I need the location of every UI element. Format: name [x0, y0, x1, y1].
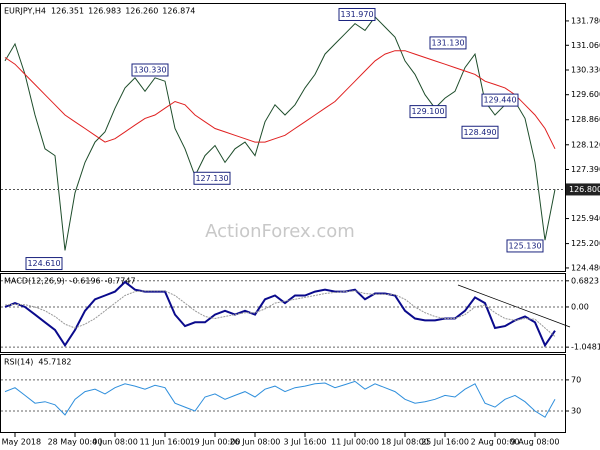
- ohlc-value: 126.260: [125, 7, 158, 16]
- rsi-panel: [0, 354, 566, 433]
- macd-panel: [0, 273, 566, 353]
- current-price-label: 126.800: [569, 185, 600, 194]
- annotation-label: 124.610: [27, 259, 60, 268]
- series-line: [4, 50, 556, 150]
- y-tick-label: -1.0481: [571, 343, 600, 352]
- annotation-box: [461, 125, 499, 139]
- series-line: [4, 280, 556, 348]
- y-tick-label: 131.060: [571, 41, 600, 50]
- annotation-box: [481, 93, 519, 107]
- y-tick-label: 130.330: [571, 65, 600, 74]
- ohlc-value: 126.983: [88, 7, 121, 16]
- x-tick-label: 19 Jun 00:00: [190, 438, 241, 447]
- y-tick-label: 0.6823: [571, 276, 599, 285]
- current-price-box: [566, 183, 600, 196]
- annotation-box: [25, 257, 63, 271]
- panel-title: RSI(14): [4, 358, 33, 367]
- annotation-label: 128.490: [463, 128, 496, 137]
- y-tick-label: 124.480: [571, 263, 600, 272]
- watermark: ActionForex.com: [205, 221, 355, 242]
- x-tick-label: 26 Jun 08:00: [230, 438, 281, 447]
- x-tick-label: 18 May 2018: [0, 438, 41, 447]
- indicator-reading: 45.7182: [38, 358, 71, 367]
- series-line: [4, 16, 556, 251]
- y-tick-label: 131.780: [571, 16, 600, 25]
- x-tick-label: 11 Jul 00:00: [331, 438, 379, 447]
- annotation-label: 131.130: [431, 38, 464, 47]
- annotation-label: 130.330: [133, 65, 166, 74]
- y-tick-label: 128.860: [571, 115, 600, 124]
- y-tick-label: 128.120: [571, 140, 600, 149]
- y-tick-label: 70: [571, 375, 581, 384]
- x-tick-label: 11 Jun 16:00: [140, 438, 191, 447]
- annotation-label: 129.100: [411, 107, 444, 116]
- x-tick-label: 4 Jun 08:00: [92, 438, 138, 447]
- annotation-box: [506, 239, 544, 253]
- y-tick-label: 125.940: [571, 214, 600, 223]
- panel-title: MACD(12,26,9): [4, 277, 65, 286]
- annotation-box: [193, 171, 231, 185]
- ohlc-value: 126.874: [162, 7, 195, 16]
- y-tick-label: 30: [571, 407, 581, 416]
- annotation-label: 131.970: [340, 10, 373, 19]
- annotation-box: [131, 63, 169, 77]
- x-tick-label: 9 Aug 08:00: [511, 438, 560, 447]
- annotation-box: [409, 105, 447, 119]
- annotation-label: 125.130: [508, 241, 541, 250]
- panel-title: EURJPY,H4: [4, 7, 46, 16]
- x-tick-label: 28 May 00:00: [48, 438, 103, 447]
- x-tick-label: 2 Aug 00:00: [471, 438, 520, 447]
- ohlc-value: 126.351: [51, 7, 84, 16]
- annotation-label: 127.130: [195, 174, 228, 183]
- trend-line: [457, 284, 571, 328]
- x-tick-label: 25 Jul 16:00: [421, 438, 469, 447]
- y-tick-label: 0.00: [571, 302, 589, 311]
- y-tick-label: 125.200: [571, 239, 600, 248]
- indicator-reading: -0.6196: [70, 277, 101, 286]
- series-line: [4, 290, 556, 337]
- y-tick-label: 129.600: [571, 90, 600, 99]
- y-tick-label: 127.390: [571, 165, 600, 174]
- x-tick-label: 18 Jul 08:00: [381, 438, 429, 447]
- series-line: [4, 380, 556, 418]
- x-tick-label: 3 Jul 16:00: [284, 438, 327, 447]
- annotation-box: [429, 36, 467, 50]
- annotation-label: 129.440: [483, 96, 516, 105]
- annotation-box: [338, 7, 376, 21]
- price-panel: [0, 3, 566, 272]
- indicator-reading: -0.7747: [105, 277, 136, 286]
